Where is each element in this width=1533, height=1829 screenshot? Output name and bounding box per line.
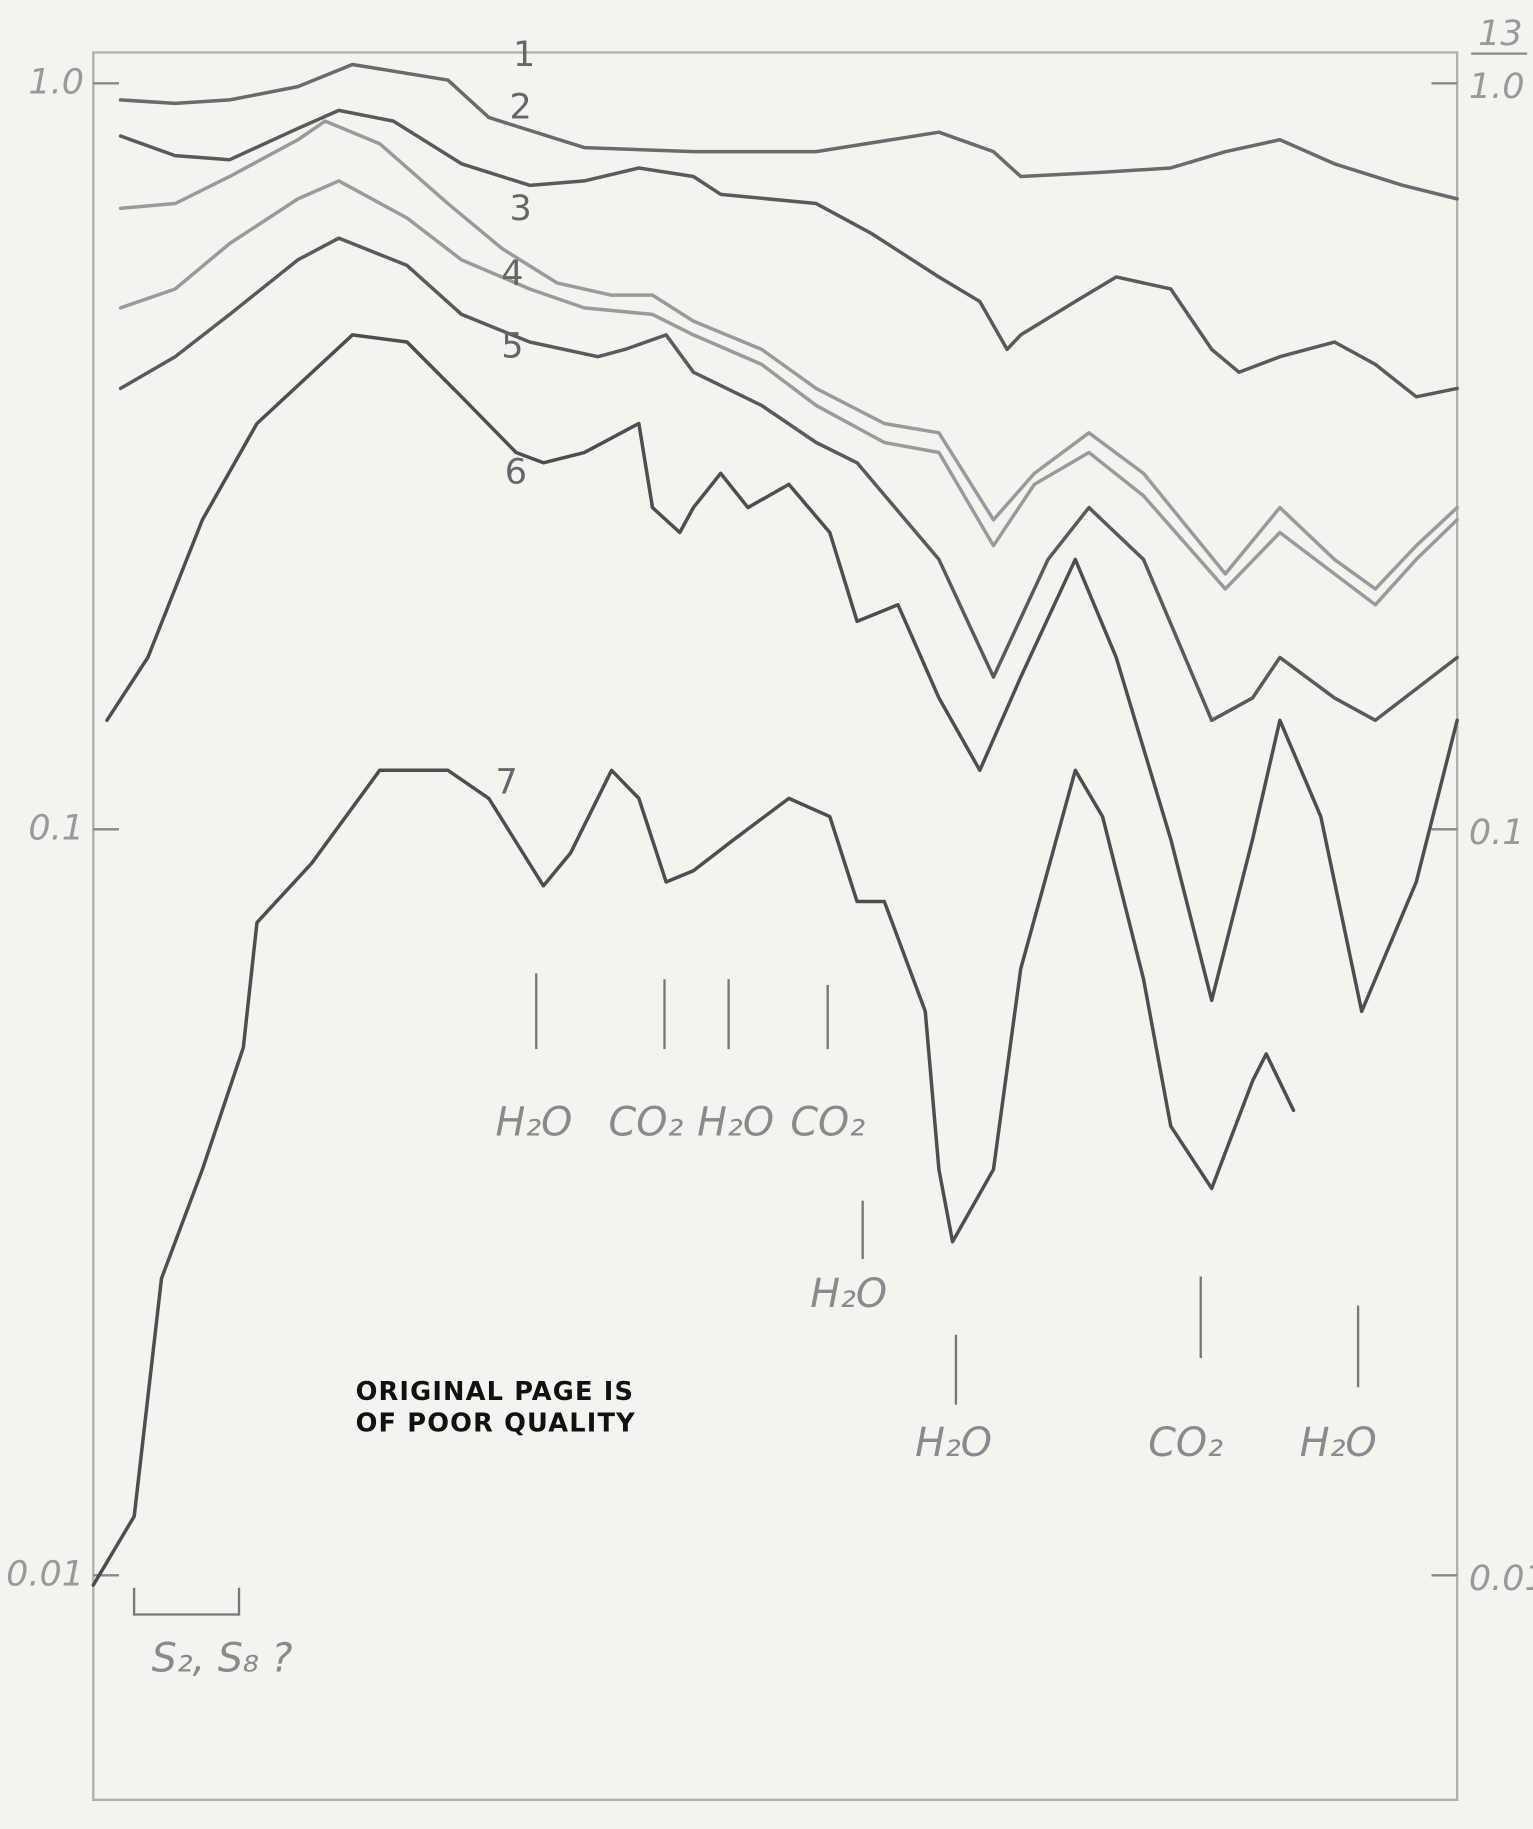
curve-label: 5 bbox=[501, 326, 523, 366]
curve bbox=[91, 768, 1296, 1587]
annotation: CO₂ bbox=[609, 1099, 684, 1145]
curve-label: 2 bbox=[509, 87, 531, 127]
annotation: CO₂ bbox=[1148, 1420, 1223, 1466]
curve-label: 6 bbox=[505, 452, 527, 492]
y-tick-label: 0.1 bbox=[1469, 813, 1525, 853]
y-tick-label: 1.0 bbox=[28, 62, 84, 102]
curve-label: 1 bbox=[513, 35, 535, 75]
curve bbox=[105, 333, 1459, 1014]
curve bbox=[118, 236, 1459, 723]
y-tick-label: 0.01 bbox=[1469, 1559, 1533, 1599]
curve bbox=[118, 179, 1459, 607]
stamp-line: OF POOR QUALITY bbox=[356, 1408, 636, 1438]
bracket-label: S₂, S₈ ? bbox=[152, 1636, 293, 1682]
annotation: H₂O bbox=[697, 1099, 774, 1145]
annotation: H₂O bbox=[1300, 1420, 1377, 1466]
curve-label: 4 bbox=[501, 254, 523, 294]
y-tick-label: 1.0 bbox=[1469, 67, 1525, 107]
annotation: H₂O bbox=[915, 1420, 992, 1466]
curve bbox=[118, 62, 1459, 201]
y-tick-label: 0.01 bbox=[6, 1554, 84, 1594]
page-number: 13 bbox=[1478, 14, 1523, 54]
curve-label: 7 bbox=[495, 762, 517, 802]
curve bbox=[118, 119, 1459, 591]
annotation: CO₂ bbox=[790, 1099, 865, 1145]
annotation: H₂O bbox=[810, 1271, 887, 1317]
curve bbox=[118, 108, 1459, 399]
stamp-line: ORIGINAL PAGE IS bbox=[356, 1377, 635, 1407]
plot-frame bbox=[92, 51, 1459, 1802]
annotation: H₂O bbox=[495, 1099, 572, 1145]
y-tick-label: 0.1 bbox=[28, 808, 84, 848]
bracket bbox=[132, 1587, 241, 1616]
curve-label: 3 bbox=[509, 189, 531, 229]
